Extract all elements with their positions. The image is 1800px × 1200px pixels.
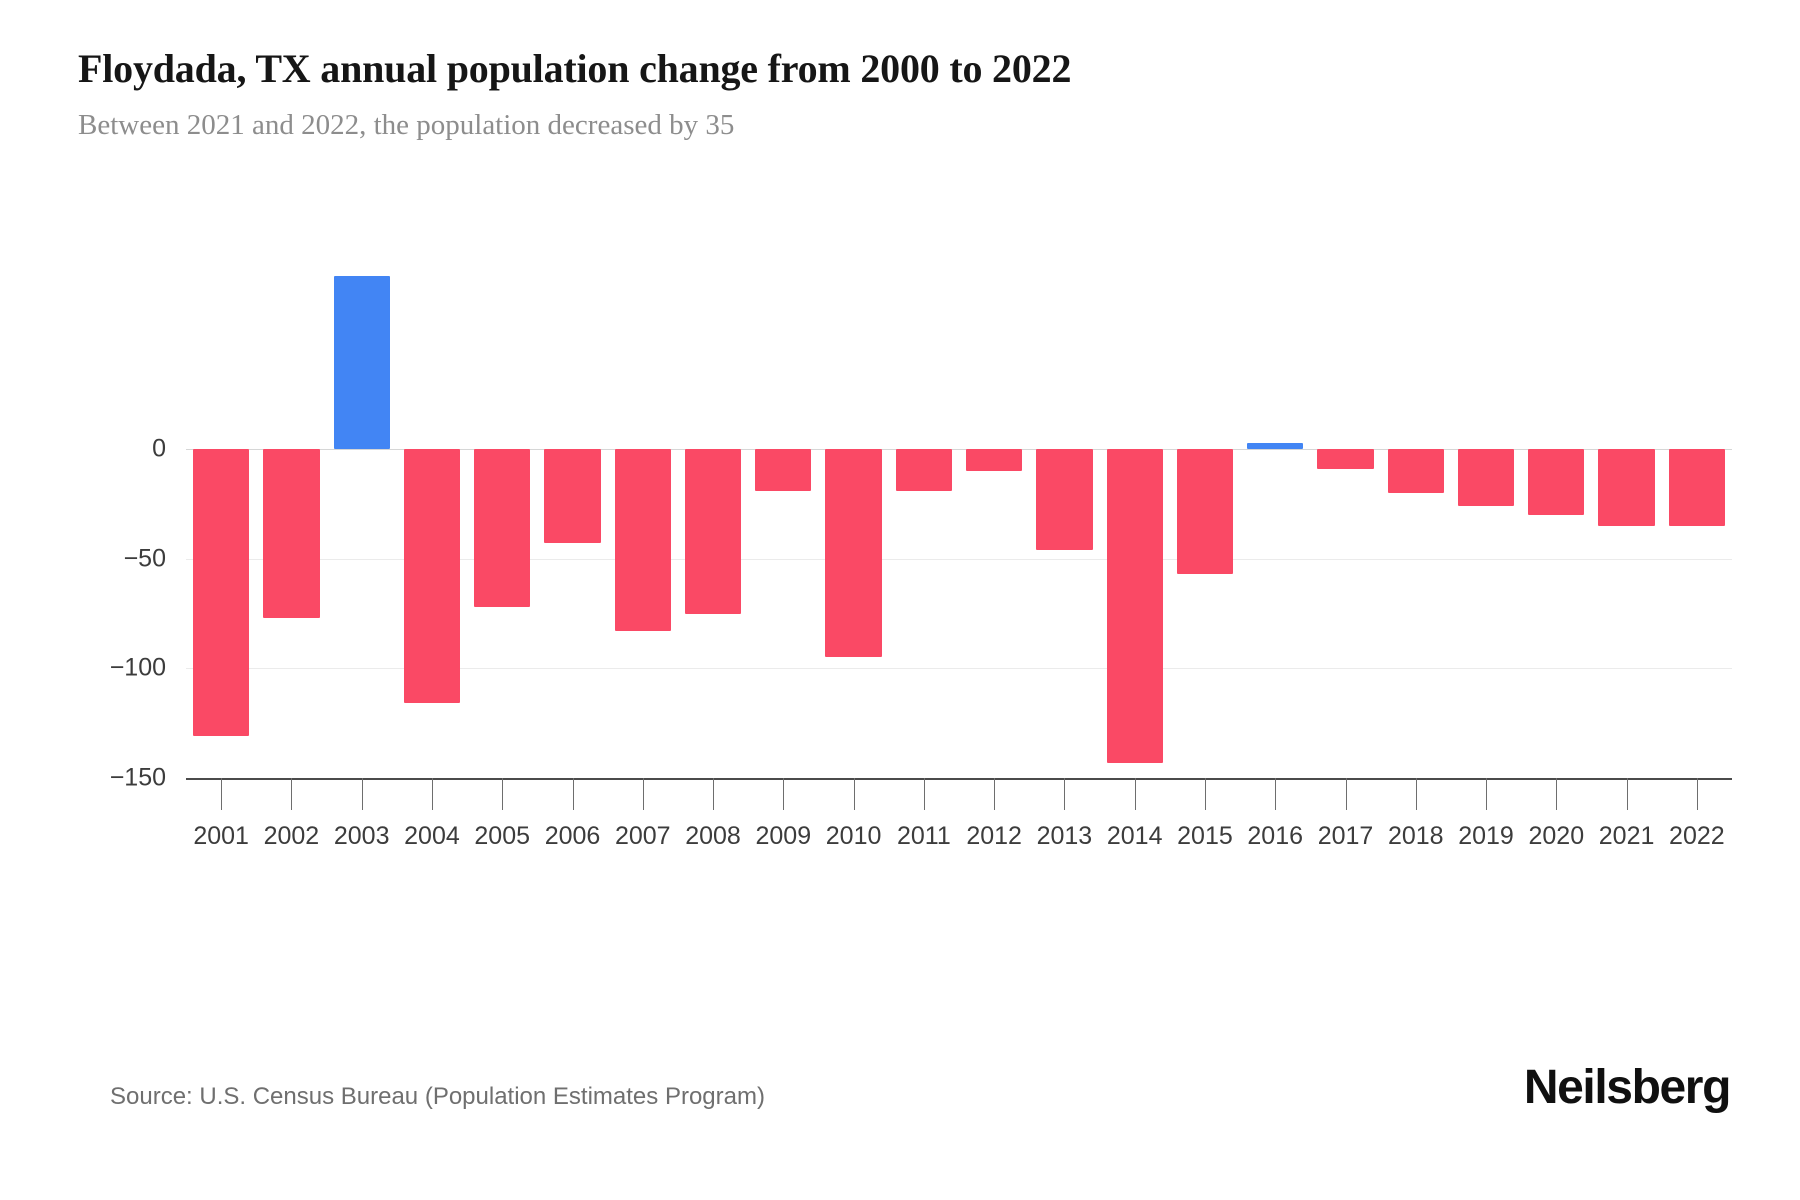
y-axis-labels: 0 −50 −100 −150 (36, 230, 166, 792)
x-axis-tick (1345, 778, 1347, 810)
y-axis-tick-label: −100 (109, 653, 166, 682)
bar-2001[interactable] (193, 449, 250, 737)
x-axis-tick (431, 778, 433, 810)
bar-2003[interactable] (333, 276, 390, 450)
x-axis-tick (1696, 778, 1698, 810)
x-axis-tick-label: 2017 (1317, 822, 1374, 850)
x-axis: 2001 2002 2003 2004 2005 2006 2007 2008 2009 2010… (186, 778, 1732, 888)
bar-2007[interactable] (614, 449, 671, 632)
source-note: Source: U.S. Census Bureau (Population E… (110, 1083, 765, 1110)
x-axis-tick (923, 778, 925, 810)
bar-2019[interactable] (1457, 449, 1515, 507)
bar-2004[interactable] (403, 449, 461, 704)
y-axis-tick-label: −50 (123, 544, 166, 573)
bar-2016[interactable] (1247, 442, 1304, 450)
zero-line (186, 449, 1732, 451)
bar-2021[interactable] (1598, 449, 1655, 526)
y-axis-tick-label: −150 (109, 763, 166, 792)
x-axis-tick-label: 2010 (825, 822, 882, 850)
bar-2009[interactable] (755, 449, 812, 491)
x-axis-tick-label: 2002 (263, 822, 320, 850)
x-axis-tick (853, 778, 855, 810)
x-axis-tick (783, 778, 785, 810)
x-axis-tick-label: 2005 (474, 822, 531, 850)
bar-2002[interactable] (263, 449, 320, 618)
bar-2014[interactable] (1106, 449, 1163, 763)
x-axis-tick (502, 778, 504, 810)
bar-2015[interactable] (1176, 449, 1234, 575)
x-axis-tick-label: 2012 (966, 822, 1022, 850)
bar-2020[interactable] (1528, 449, 1585, 515)
x-axis-tick-label: 2015 (1177, 822, 1233, 850)
bar-2006[interactable] (544, 449, 601, 544)
x-axis-tick-label: 2019 (1458, 822, 1514, 850)
x-axis-tick-label: 2009 (755, 822, 812, 850)
bar-2010[interactable] (825, 449, 882, 658)
x-axis-tick (1556, 778, 1558, 810)
neilsberg-logo: Neilsberg (1523, 1061, 1732, 1114)
y-axis-tick-label: 0 (152, 434, 166, 463)
x-axis-baseline (186, 778, 1732, 780)
x-axis-tick-label: 2020 (1528, 822, 1585, 850)
x-axis-tick-label: 2021 (1598, 822, 1655, 850)
x-axis-tick-label: 2008 (685, 822, 741, 850)
x-axis-tick (221, 778, 223, 810)
x-axis-tick (291, 778, 293, 810)
x-axis-tick (361, 778, 363, 810)
x-axis-tick (572, 778, 574, 810)
bar-2005[interactable] (474, 449, 531, 607)
x-axis-tick (1134, 778, 1136, 810)
bar-2011[interactable] (895, 449, 952, 491)
gridline (186, 558, 1732, 560)
x-axis-tick-label: 2006 (544, 822, 601, 850)
bar-2013[interactable] (1036, 449, 1093, 551)
x-axis-tick (1626, 778, 1628, 810)
bars-layer (186, 230, 1732, 778)
bar-2008[interactable] (684, 449, 742, 614)
x-axis-tick-label: 2018 (1387, 822, 1444, 850)
bar-2022[interactable] (1668, 449, 1725, 526)
plot-area (186, 230, 1732, 780)
x-axis-tick (1275, 778, 1277, 810)
x-axis-tick-label: 2003 (333, 822, 390, 850)
chart-subtitle: Between 2021 and 2022, the population de… (78, 109, 735, 141)
x-axis-tick-label: 2016 (1247, 822, 1304, 850)
x-axis-tick (1486, 778, 1488, 810)
x-axis-tick (1064, 778, 1066, 810)
chart-header: Floydada, TX annual population change fr… (78, 46, 1728, 143)
x-axis-tick (642, 778, 644, 810)
bar-2012[interactable] (966, 449, 1023, 472)
x-axis-tick-label: 2007 (614, 822, 671, 850)
bar-2018[interactable] (1387, 449, 1444, 494)
x-axis-tick (713, 778, 715, 810)
x-axis-tick-label: 2022 (1669, 822, 1725, 850)
x-axis-tick-label: 2001 (193, 822, 249, 850)
x-axis-tick-label: 2013 (1036, 822, 1093, 850)
x-axis-tick (1415, 778, 1417, 810)
bar-2017[interactable] (1317, 449, 1374, 469)
page-title: Floydada, TX annual population change fr… (78, 46, 1072, 91)
gridline (186, 668, 1732, 670)
x-axis-tick-label: 2011 (896, 822, 951, 850)
x-axis-tick-label: 2014 (1106, 822, 1163, 850)
x-axis-tick (1204, 778, 1206, 810)
x-axis-tick-label: 2004 (404, 822, 460, 850)
x-axis-tick (994, 778, 996, 810)
